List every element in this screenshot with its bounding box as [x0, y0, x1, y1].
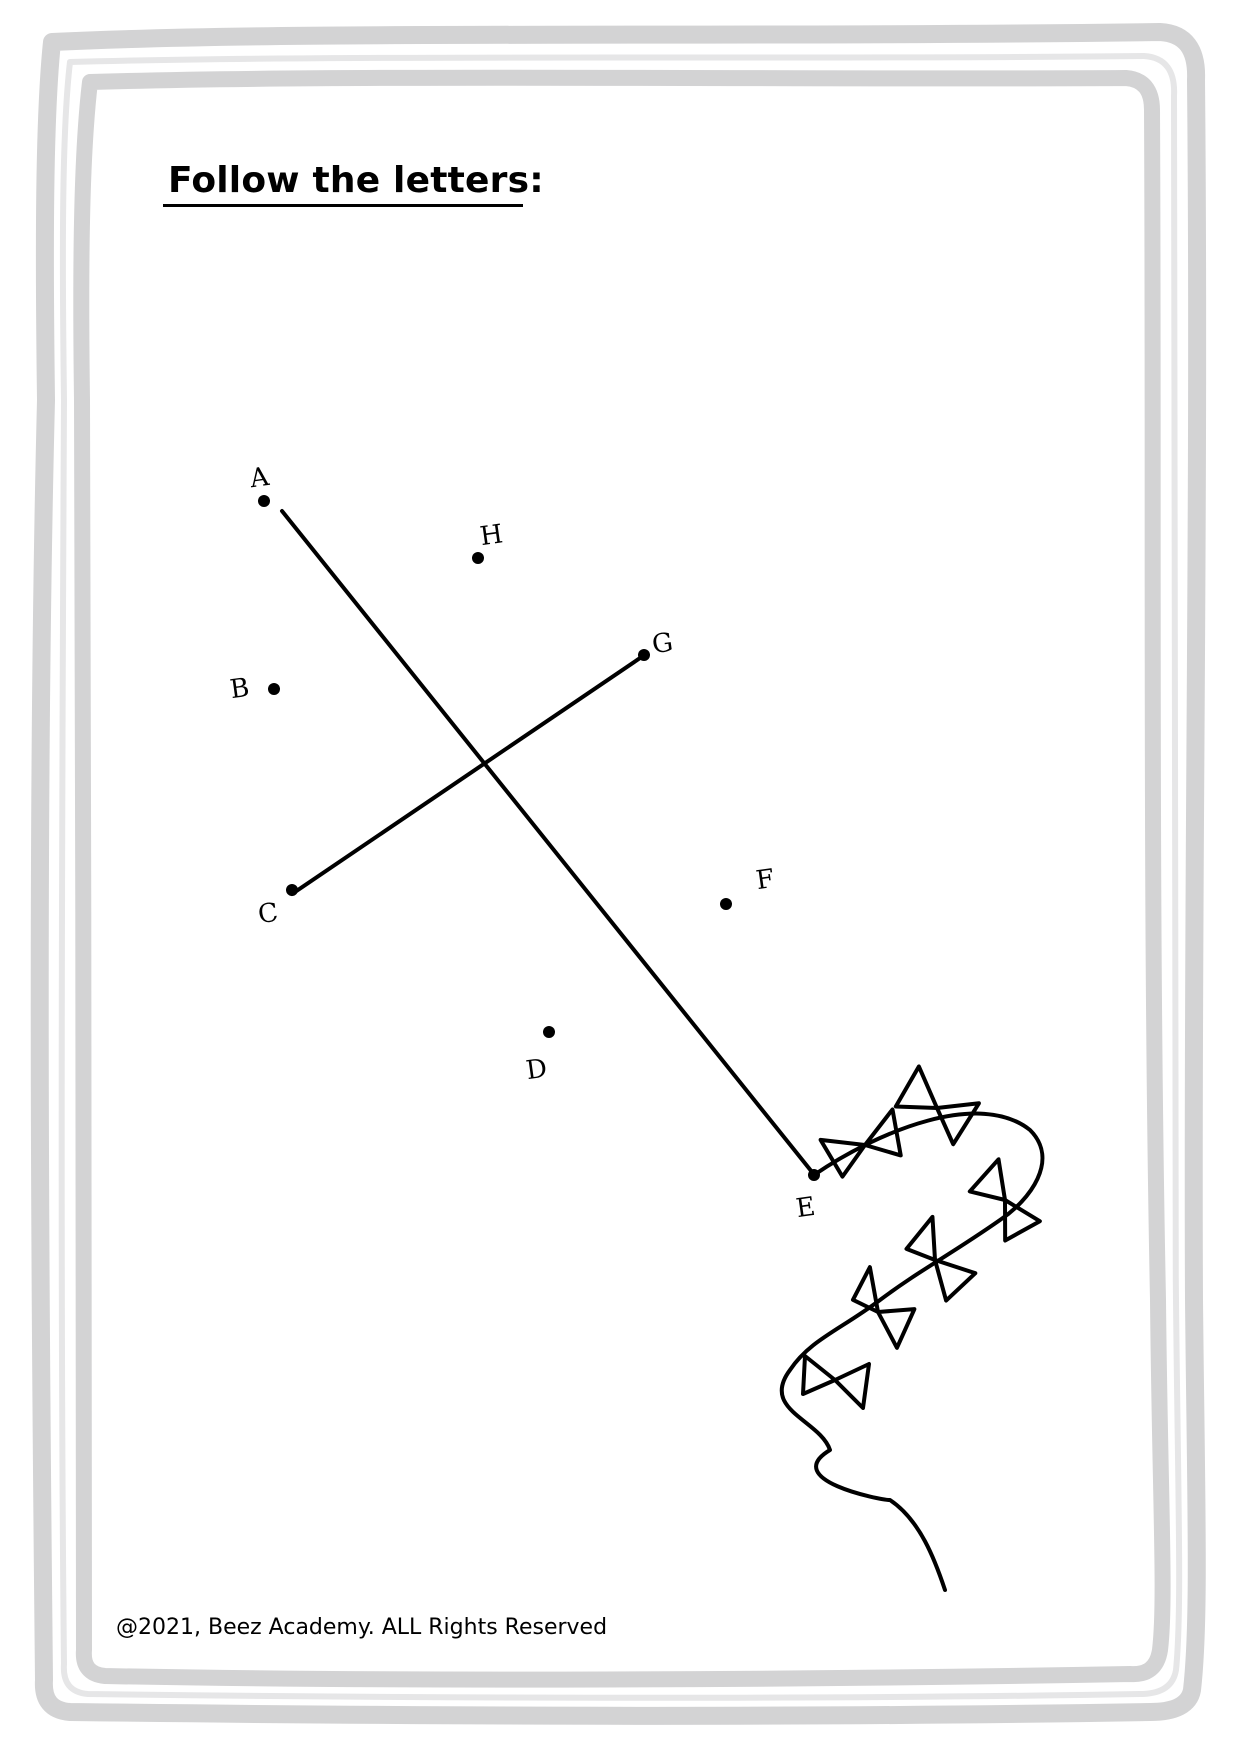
worksheet-title: Follow the letters:: [168, 160, 544, 201]
dot-c[interactable]: [286, 884, 298, 896]
label-f: F: [754, 864, 776, 896]
bow-icon: [850, 1265, 917, 1350]
line-c-to-g: [290, 652, 648, 896]
label-h: H: [478, 519, 505, 552]
decorative-frame: [30, 23, 1207, 1725]
point-labels: A H G B C F D E: [228, 462, 817, 1224]
bow-icon: [893, 1064, 981, 1147]
label-d: D: [524, 1054, 549, 1087]
kite-tail-string: [779, 1111, 1045, 1592]
frame-gap-fill: [58, 53, 1183, 1701]
label-a: A: [247, 462, 272, 495]
bow-icon: [904, 1214, 978, 1303]
kite-tail-illustration: [779, 1064, 1045, 1592]
label-e: E: [794, 1192, 817, 1224]
outer-frame-border: [30, 23, 1207, 1725]
label-c: C: [256, 898, 280, 930]
dot-a[interactable]: [258, 495, 270, 507]
dot-f[interactable]: [720, 898, 732, 910]
title-underline: [163, 204, 523, 207]
dot-b[interactable]: [268, 683, 280, 695]
dot-h[interactable]: [472, 552, 484, 564]
dot-d[interactable]: [543, 1026, 555, 1038]
dot-g[interactable]: [638, 649, 650, 661]
inner-frame-border: [73, 69, 1171, 1688]
label-b: B: [228, 673, 251, 705]
line-a-to-e: [280, 509, 814, 1174]
copyright-footer: @2021, Beez Academy. ALL Rights Reserved: [116, 1615, 608, 1640]
label-g: G: [650, 628, 675, 661]
bow-icon: [818, 1107, 903, 1179]
bow-icon: [967, 1157, 1042, 1243]
bow-icon: [801, 1354, 871, 1410]
